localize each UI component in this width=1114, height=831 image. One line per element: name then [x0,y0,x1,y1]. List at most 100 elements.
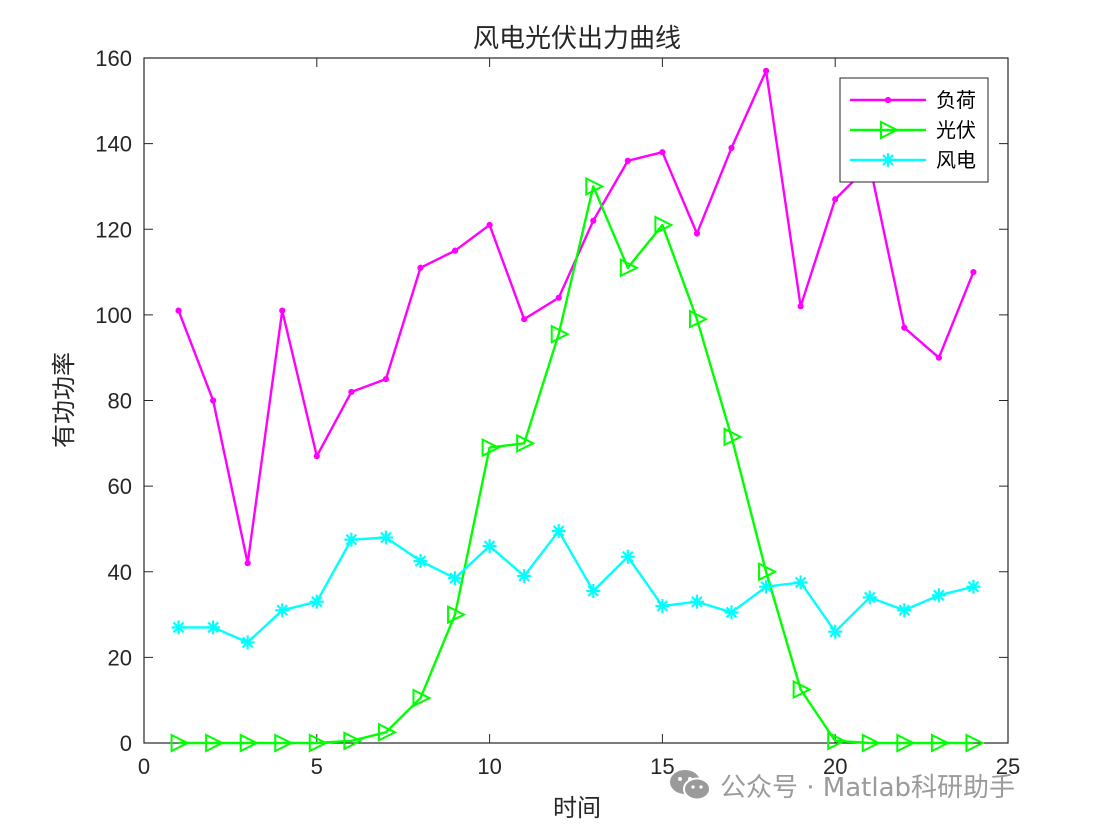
data-point [451,247,459,254]
y-tick-label: 40 [108,560,132,585]
data-point [901,324,908,331]
x-tick-label: 15 [650,754,674,779]
data-point [412,688,432,708]
watermark: 公众号 · Matlab科研助手 [668,760,1015,810]
legend-label: 光伏 [936,118,976,142]
data-point [448,571,463,586]
data-point [896,733,916,753]
data-point [550,324,570,344]
data-point [205,733,225,753]
data-point [308,733,329,753]
data-point [240,635,255,650]
chart-title: 风电光伏出力曲线 [473,24,681,54]
data-point [486,221,493,229]
legend-marker [881,153,895,167]
series-line [178,529,974,644]
y-tick-label: 120 [95,217,132,242]
marker-stroke [760,580,772,593]
data-point [348,388,355,396]
data-point [417,264,424,271]
y-tick-label: 60 [108,474,132,499]
data-point [689,594,704,609]
marker-stroke [882,154,894,166]
data-point [516,433,536,453]
data-point [585,176,605,197]
data-point [931,588,946,603]
data-point [590,217,597,224]
marker-stroke [691,595,703,608]
data-point [517,569,532,584]
marker-stroke [414,555,427,567]
data-point [935,354,942,361]
data-point [521,316,528,323]
data-point [586,584,601,599]
marker-stroke [656,600,669,612]
data-point [758,562,778,582]
marker-stroke [518,570,530,582]
data-point [624,157,631,164]
data-point [275,603,290,618]
data-point [832,196,839,203]
data-point [481,437,501,458]
data-point [797,303,804,310]
marker-stroke [794,576,807,589]
data-point [655,599,670,613]
y-axis-label: 有功功率 [50,352,78,448]
data-point [688,309,709,329]
marker-stroke [276,604,289,617]
y-tick-label: 80 [108,389,132,414]
data-point [309,594,324,609]
data-point [239,733,259,753]
data-point [274,733,294,753]
data-point [827,731,847,751]
x-tick-label: 25 [996,754,1020,779]
data-point [861,733,881,753]
data-point [170,733,190,753]
legend-marker [880,120,900,140]
marker-stroke [449,572,461,584]
marker-stroke [967,580,980,593]
marker-stroke [207,621,219,634]
legend-marker [884,96,892,104]
marker-stroke [863,591,876,604]
y-tick-label: 0 [120,731,132,756]
data-point [723,427,743,447]
data-point [206,620,221,635]
legend-label: 风电 [936,148,976,172]
data-point [377,722,398,742]
marker-stroke [622,550,634,563]
marker-stroke [483,540,496,552]
data-point [279,307,286,314]
y-tick-label: 160 [95,46,132,71]
data-point [965,733,985,753]
data-point [175,307,182,314]
series-line [178,185,974,745]
data-point [724,605,739,620]
data-point [759,579,774,594]
marker-stroke [725,606,738,619]
data-point [793,575,808,590]
data-point [210,397,217,404]
series-1 [170,176,985,753]
data-point [555,294,562,301]
data-point [344,532,359,547]
marker-stroke [829,625,841,638]
marker-stroke [587,585,600,597]
x-tick-label: 5 [311,754,323,779]
watermark-text: 公众号 · Matlab科研助手 [720,772,1016,803]
y-tick-label: 100 [95,303,132,328]
data-point [171,620,186,635]
marker-stroke [933,589,945,602]
data-point [244,560,251,567]
legend-label: 负荷 [936,88,976,112]
data-point [966,579,981,594]
data-point [619,258,640,278]
marker-stroke [241,636,254,649]
data-point [930,733,951,753]
data-point [378,530,393,545]
data-point [654,215,674,235]
data-point [482,539,497,554]
data-point [828,624,843,639]
